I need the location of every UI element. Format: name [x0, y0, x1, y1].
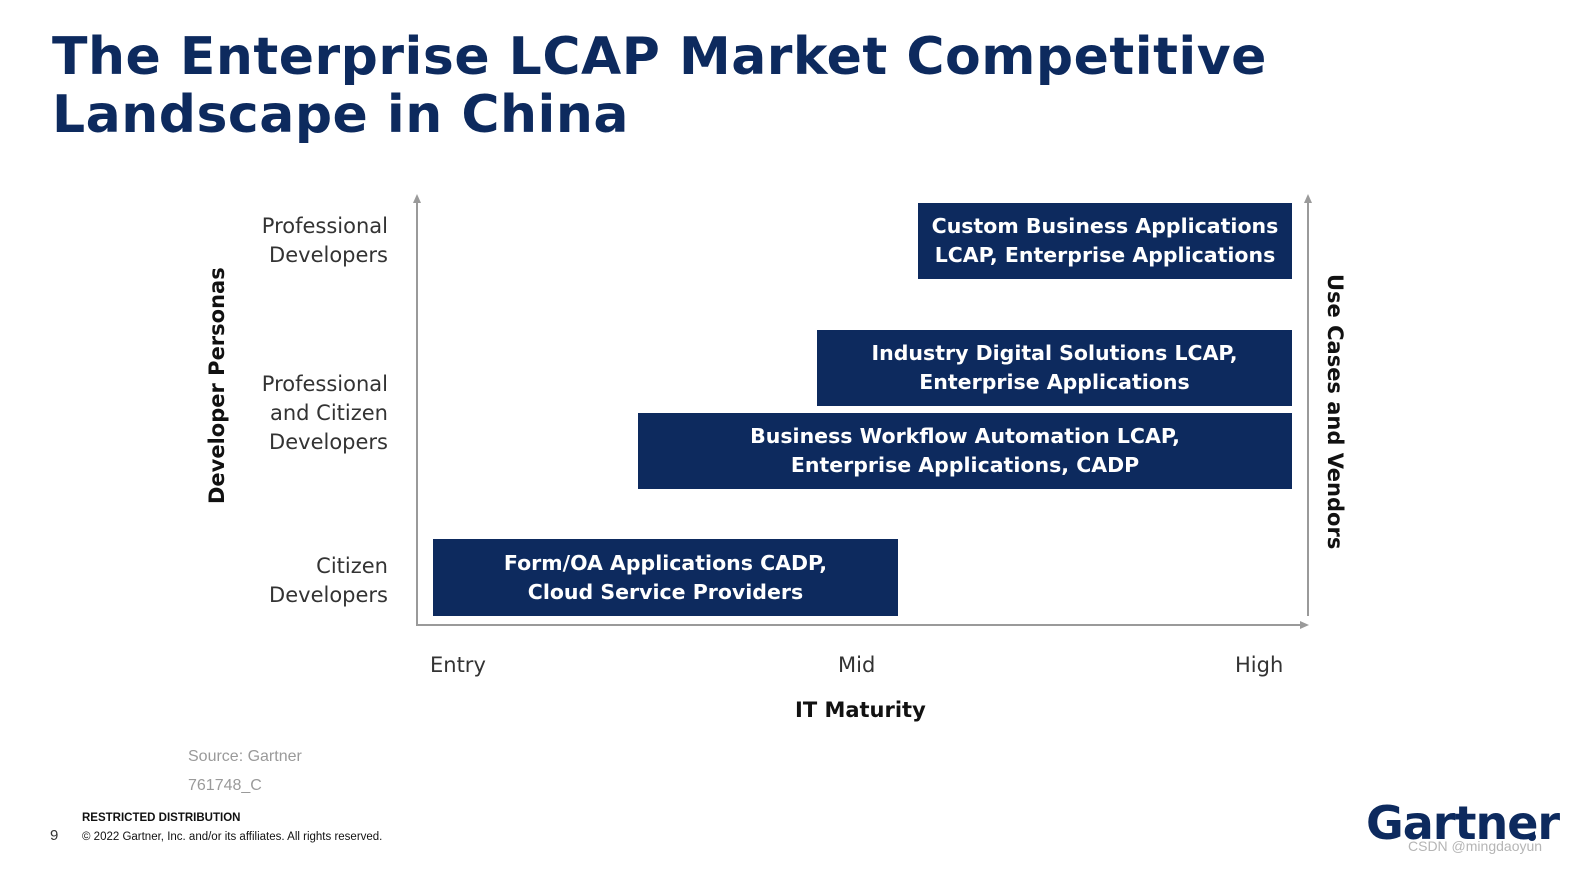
box-custom-business-applications: Custom Business Applications LCAP, Enter…	[918, 203, 1292, 279]
y-axis-arrow	[413, 194, 421, 203]
box-text: LCAP, Enterprise Applications	[934, 243, 1276, 267]
x-axis-arrow	[1300, 621, 1309, 629]
copyright-text: © 2022 Gartner, Inc. and/or its affiliat…	[82, 831, 383, 843]
right-axis-line	[1307, 202, 1309, 616]
x-level-mid: Mid	[838, 653, 876, 677]
box-business-workflow-automation: Business Workflow Automation LCAP, Enter…	[638, 413, 1292, 489]
watermark: CSDN @mingdaoyun	[1408, 838, 1543, 854]
restricted-label: RESTRICTED DISTRIBUTION	[82, 812, 241, 824]
x-axis-title: IT Maturity	[795, 698, 926, 722]
box-text: Enterprise Applications, CADP	[790, 453, 1140, 477]
page-title: The Enterprise LCAP Market Competitive L…	[52, 28, 1352, 144]
y-level-label: Developers	[269, 583, 388, 607]
page-number: 9	[50, 827, 59, 844]
box-text: Industry Digital Solutions LCAP,	[871, 341, 1238, 365]
y-axis-line	[416, 202, 418, 626]
box-text: Cloud Service Providers	[527, 579, 804, 604]
y-level-label: Developers	[269, 243, 388, 267]
box-text: Form/OA Applications CADP,	[503, 550, 828, 575]
y-level-professional: Professional Developers	[198, 212, 388, 270]
box-industry-digital-solutions: Industry Digital Solutions LCAP, Enterpr…	[817, 330, 1292, 406]
box-form-oa-applications: Form/OA Applications CADP, Cloud Service…	[433, 539, 898, 616]
x-level-entry: Entry	[430, 653, 486, 677]
y-level-professional-and-citizen: Professional and Citizen Developers	[198, 370, 388, 457]
logo-dot	[1528, 833, 1536, 841]
y-level-citizen: Citizen Developers	[198, 552, 388, 610]
y-level-label: Professional	[261, 214, 388, 238]
y-level-label: Citizen	[316, 554, 388, 578]
box-text: Custom Business Applications	[931, 214, 1279, 238]
right-axis-title: Use Cases and Vendors	[1323, 274, 1347, 550]
gartner-logo: Gartner	[1366, 796, 1560, 850]
x-level-high: High	[1235, 653, 1284, 677]
page-title-line-1: The Enterprise LCAP Market Competitive	[52, 27, 1267, 87]
y-level-label: Professional	[261, 372, 388, 396]
box-text: Business Workflow Automation LCAP,	[750, 424, 1180, 448]
source-id: 761748_C	[188, 777, 262, 794]
y-level-label: and Citizen	[269, 401, 388, 425]
page-title-line-2: Landscape in China	[52, 85, 629, 145]
source-text: Source: Gartner	[188, 748, 302, 765]
y-level-label: Developers	[269, 430, 388, 454]
right-axis-arrow	[1304, 194, 1312, 203]
box-text: Enterprise Applications	[919, 370, 1190, 394]
x-axis-line	[416, 624, 1302, 626]
